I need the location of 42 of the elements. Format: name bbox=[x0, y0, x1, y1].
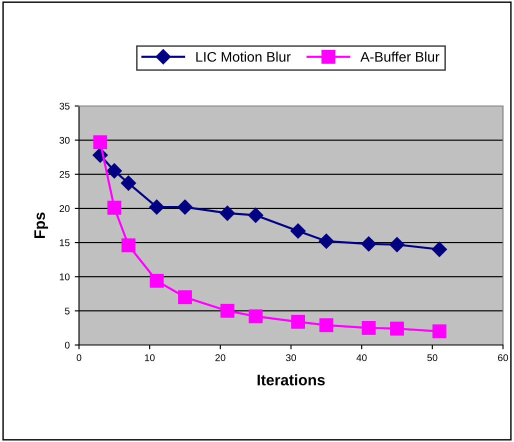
point bbox=[248, 208, 264, 223]
x-axis-title: Iterations bbox=[258, 374, 325, 386]
x-tick-label: 60 bbox=[498, 354, 508, 362]
x-tick-label: 20 bbox=[215, 354, 226, 362]
y-tick-label: 20 bbox=[60, 205, 70, 212]
x-tick-label: 10 bbox=[145, 354, 155, 362]
y-tick-label: 5 bbox=[64, 308, 70, 314]
point bbox=[290, 223, 306, 239]
point bbox=[107, 200, 122, 215]
legend-label: A-Buffer Blur bbox=[360, 52, 440, 62]
y-tick-label: 15 bbox=[60, 239, 70, 246]
legend-label: LIC Motion Blur bbox=[196, 52, 291, 62]
point bbox=[319, 318, 334, 332]
x-tick-label: 0 bbox=[76, 354, 82, 362]
point bbox=[106, 163, 122, 178]
point bbox=[248, 309, 263, 324]
y-tick-label: 0 bbox=[64, 342, 70, 349]
x-tick-label: 30 bbox=[286, 354, 296, 362]
point bbox=[220, 206, 235, 221]
point bbox=[150, 274, 164, 288]
y-axis-title: Fps bbox=[34, 212, 48, 238]
y-tick-label: 10 bbox=[60, 273, 70, 280]
point bbox=[120, 176, 136, 191]
point bbox=[149, 199, 164, 215]
point bbox=[291, 314, 306, 329]
x-tick-label: 40 bbox=[356, 354, 367, 362]
point bbox=[318, 234, 334, 249]
point bbox=[362, 320, 376, 335]
point bbox=[361, 236, 376, 252]
point bbox=[389, 237, 405, 252]
point bbox=[220, 304, 234, 318]
y-tick-label: 35 bbox=[60, 102, 70, 110]
point bbox=[432, 324, 446, 338]
x-tick-label: 50 bbox=[427, 354, 438, 362]
point bbox=[93, 135, 108, 150]
point bbox=[122, 238, 136, 252]
point bbox=[177, 199, 193, 215]
point bbox=[432, 242, 447, 257]
point bbox=[178, 290, 192, 304]
point bbox=[390, 322, 404, 336]
y-tick-label: 25 bbox=[60, 171, 70, 178]
y-tick-label: 30 bbox=[60, 136, 70, 144]
